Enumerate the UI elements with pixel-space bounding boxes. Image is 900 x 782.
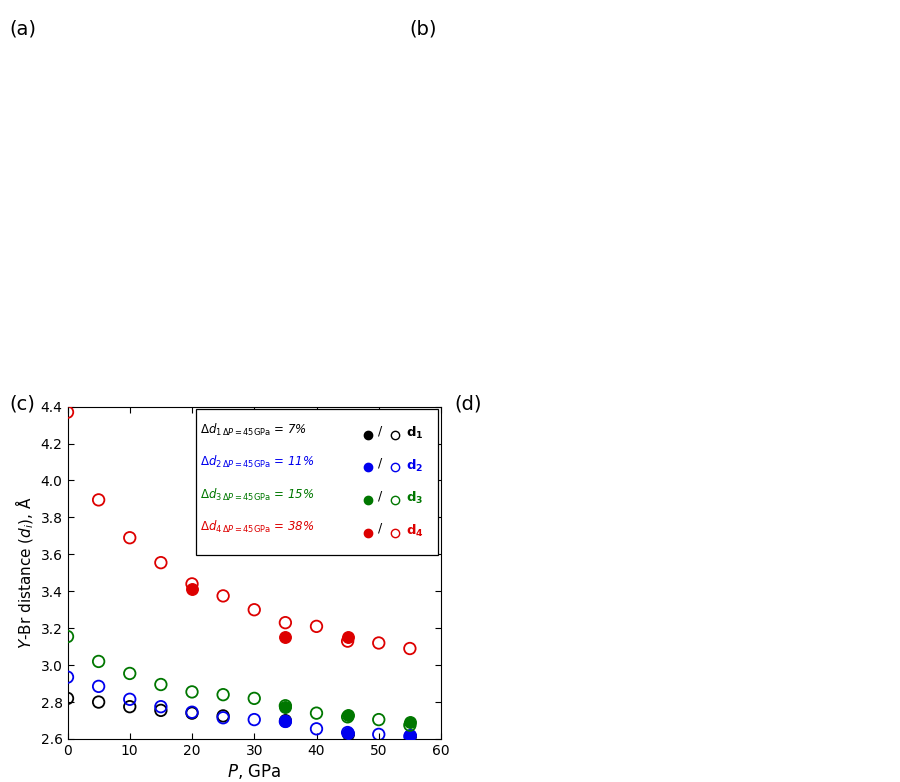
- Point: [372, 713, 386, 726]
- Point: [278, 716, 293, 728]
- Point: [247, 604, 261, 616]
- Point: [184, 583, 199, 595]
- Text: /: /: [377, 457, 382, 470]
- X-axis label: $P$, GPa: $P$, GPa: [227, 762, 282, 781]
- Point: [122, 532, 137, 544]
- Text: $\Delta d_{4\,\Delta P=45\mathrm{GPa}}$ = 38%: $\Delta d_{4\,\Delta P=45\mathrm{GPa}}$ …: [200, 519, 314, 536]
- Point: [216, 709, 230, 722]
- Point: [92, 655, 106, 668]
- Point: [340, 635, 355, 647]
- Point: [340, 726, 355, 739]
- Y-axis label: $Y$-Br distance ($d_i$), Å: $Y$-Br distance ($d_i$), Å: [14, 497, 37, 649]
- Point: [278, 616, 293, 629]
- Point: [154, 701, 168, 713]
- Point: [60, 671, 75, 683]
- Text: $\mathbf{d_2}$: $\mathbf{d_2}$: [406, 457, 423, 474]
- Text: (b): (b): [410, 20, 437, 38]
- Point: [92, 696, 106, 708]
- Point: [402, 730, 417, 742]
- Point: [402, 719, 417, 731]
- Text: /: /: [377, 425, 382, 437]
- Text: $\mathbf{d_1}$: $\mathbf{d_1}$: [406, 425, 423, 441]
- Point: [278, 630, 293, 643]
- Point: [216, 590, 230, 602]
- Point: [154, 557, 168, 569]
- Text: $\mathbf{d_4}$: $\mathbf{d_4}$: [406, 522, 423, 539]
- Point: [92, 493, 106, 506]
- Text: /: /: [377, 522, 382, 535]
- Point: [372, 728, 386, 741]
- Point: [60, 630, 75, 643]
- Point: [60, 406, 75, 418]
- Point: [340, 728, 355, 741]
- Text: (a): (a): [9, 20, 36, 38]
- Point: [122, 667, 137, 680]
- Point: [310, 620, 324, 633]
- Point: [278, 700, 293, 712]
- Point: [372, 637, 386, 649]
- Point: [216, 688, 230, 701]
- Point: [340, 711, 355, 723]
- Text: $\Delta d_{2\,\Delta P=45\mathrm{GPa}}$ = 11%: $\Delta d_{2\,\Delta P=45\mathrm{GPa}}$ …: [200, 454, 314, 470]
- Point: [402, 729, 417, 741]
- Point: [340, 631, 355, 644]
- Point: [122, 693, 137, 705]
- Text: /: /: [377, 490, 382, 502]
- Text: $\mathbf{d_3}$: $\mathbf{d_3}$: [406, 490, 423, 506]
- Point: [340, 726, 355, 739]
- Text: $\Delta d_{1\,\Delta P=45\mathrm{GPa}}$ = 7%: $\Delta d_{1\,\Delta P=45\mathrm{GPa}}$ …: [200, 421, 307, 438]
- Point: [278, 716, 293, 728]
- Point: [60, 692, 75, 705]
- Point: [402, 642, 417, 655]
- Point: [402, 730, 417, 742]
- Point: [247, 692, 261, 705]
- Point: [216, 712, 230, 724]
- Point: [278, 713, 293, 726]
- Point: [310, 707, 324, 719]
- Point: [154, 704, 168, 716]
- Text: (d): (d): [454, 395, 482, 414]
- Point: [92, 680, 106, 693]
- Point: [184, 707, 199, 719]
- Point: [184, 686, 199, 698]
- Point: [310, 723, 324, 735]
- Point: [278, 701, 293, 713]
- Point: [154, 678, 168, 691]
- Bar: [196, 409, 438, 554]
- Point: [184, 578, 199, 590]
- Point: [402, 716, 417, 729]
- Text: (c): (c): [9, 395, 35, 414]
- Text: $\Delta d_{3\,\Delta P=45\mathrm{GPa}}$ = 15%: $\Delta d_{3\,\Delta P=45\mathrm{GPa}}$ …: [200, 486, 314, 503]
- Point: [340, 708, 355, 721]
- Point: [184, 706, 199, 719]
- Point: [122, 701, 137, 713]
- Point: [247, 713, 261, 726]
